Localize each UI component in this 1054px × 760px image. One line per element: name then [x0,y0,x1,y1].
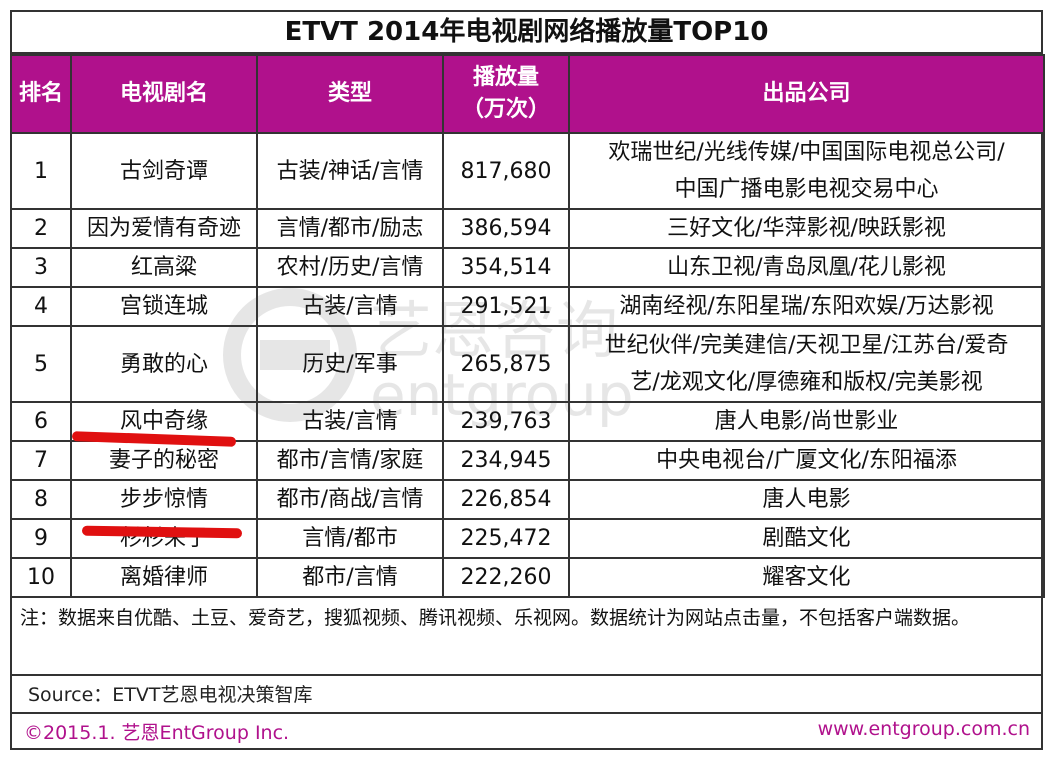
rank-cell: 8 [10,479,72,520]
table-row: 8 步步惊情 都市/商战/言情 226,854 唐人电影 [10,479,1045,520]
show-name-cell: 风中奇缘 [70,401,258,442]
genre-cell: 都市/言情 [256,557,444,598]
table-row: 5 勇敢的心 历史/军事 265,875 世纪伙伴/完美建信/天视卫星/江苏台/爱奇 艺/… [10,325,1045,403]
company-line: 唐人电影 [762,487,851,512]
table-row: 9 杉杉来了 言情/都市 225,472 剧酷文化 [10,518,1045,559]
company-line: 中央电视台/广厦文化/东阳福添 [656,448,957,473]
plays-cell: 354,514 [442,247,570,288]
header-type: 类型 [256,54,444,134]
show-name-cell: 妻子的秘密 [70,440,258,481]
plays-cell: 386,594 [442,208,570,249]
company-cell: 山东卫视/青岛凤凰/花儿影视 [568,247,1045,288]
company-line: 唐人电影/尚世影业 [714,409,899,434]
company-line: 世纪伙伴/完美建信/天视卫星/江苏台/爱奇 [604,333,1009,358]
company-line: 中国广播电影电视交易中心 [674,177,939,202]
genre-cell: 古装/言情 [256,401,444,442]
show-name-cell: 步步惊情 [70,479,258,520]
plays-cell: 239,763 [442,401,570,442]
show-name-cell: 勇敢的心 [70,325,258,403]
rank-cell: 1 [10,132,72,210]
company-line: 三好文化/华萍影视/映跃影视 [667,216,946,241]
plays-cell: 291,521 [442,286,570,327]
ranking-table: 排名 电视剧名 类型 播放量 （万次） 出品公司 1 古剑奇谭 古装/神话/言情 81… [10,54,1045,598]
rank-cell: 4 [10,286,72,327]
company-line: 山东卫视/青岛凤凰/花儿影视 [667,255,946,280]
genre-cell: 古装/言情 [256,286,444,327]
plays-cell: 226,854 [442,479,570,520]
website-link[interactable]: www.entgroup.com.cn [817,718,1030,740]
company-cell: 三好文化/华萍影视/映跃影视 [568,208,1045,249]
show-name-cell: 因为爱情有奇迹 [70,208,258,249]
genre-cell: 历史/军事 [256,325,444,403]
table-row: 4 宫锁连城 古装/言情 291,521 湖南经视/东阳星瑞/东阳欢娱/万达影视 [10,286,1045,327]
header-name: 电视剧名 [70,54,258,134]
genre-cell: 都市/言情/家庭 [256,440,444,481]
company-cell: 耀客文化 [568,557,1045,598]
genre-cell: 言情/都市/励志 [256,208,444,249]
table-row: 2 因为爱情有奇迹 言情/都市/励志 386,594 三好文化/华萍影视/映跃影视 [10,208,1045,249]
plays-cell: 234,945 [442,440,570,481]
rank-cell: 2 [10,208,72,249]
genre-cell: 都市/商战/言情 [256,479,444,520]
rank-cell: 7 [10,440,72,481]
header-plays: 播放量 （万次） [442,54,570,134]
company-line: 湖南经视/东阳星瑞/东阳欢娱/万达影视 [619,294,994,319]
company-cell: 世纪伙伴/完美建信/天视卫星/江苏台/爱奇 艺/龙观文化/厚德雍和版权/完美影视 [568,325,1045,403]
show-name-cell: 离婚律师 [70,557,258,598]
company-cell: 湖南经视/东阳星瑞/东阳欢娱/万达影视 [568,286,1045,327]
rank-cell: 10 [10,557,72,598]
source-line: Source：ETVT艺恩电视决策智库 [10,676,1043,714]
genre-cell: 古装/神话/言情 [256,132,444,210]
header-plays-line1: 播放量 [472,65,539,90]
rank-cell: 5 [10,325,72,403]
show-name-cell: 红高粱 [70,247,258,288]
company-cell: 中央电视台/广厦文化/东阳福添 [568,440,1045,481]
table-row: 10 离婚律师 都市/言情 222,260 耀客文化 [10,557,1045,598]
company-line: 耀客文化 [762,565,851,590]
company-line: 剧酷文化 [762,526,851,551]
genre-cell: 农村/历史/言情 [256,247,444,288]
company-cell: 剧酷文化 [568,518,1045,559]
plays-cell: 225,472 [442,518,570,559]
table-row: 3 红高粱 农村/历史/言情 354,514 山东卫视/青岛凤凰/花儿影视 [10,247,1045,288]
company-cell: 唐人电影/尚世影业 [568,401,1045,442]
show-name-cell: 古剑奇谭 [70,132,258,210]
rank-cell: 6 [10,401,72,442]
table-row: 6 风中奇缘 古装/言情 239,763 唐人电影/尚世影业 [10,401,1045,442]
rank-cell: 9 [10,518,72,559]
show-name-cell: 宫锁连城 [70,286,258,327]
header-rank: 排名 [10,54,72,134]
plays-cell: 265,875 [442,325,570,403]
header-plays-line2: （万次） [461,97,550,122]
rank-cell: 3 [10,247,72,288]
show-name-cell: 杉杉来了 [70,518,258,559]
table-row: 1 古剑奇谭 古装/神话/言情 817,680 欢瑞世纪/光线传媒/中国国际电视总公司/… [10,132,1045,210]
genre-cell: 言情/都市 [256,518,444,559]
company-line: 艺/龙观文化/厚德雍和版权/完美影视 [630,370,983,395]
data-note: 注：数据来自优酷、土豆、爱奇艺，搜狐视频、腾讯视频、乐视网。数据统计为网站点击量… [10,598,1043,676]
company-line: 欢瑞世纪/光线传媒/中国国际电视总公司/ [608,140,1005,165]
header-company: 出品公司 [568,54,1045,134]
table-header-row: 排名 电视剧名 类型 播放量 （万次） 出品公司 [10,54,1045,134]
company-cell: 唐人电影 [568,479,1045,520]
plays-cell: 817,680 [442,132,570,210]
table-row: 7 妻子的秘密 都市/言情/家庭 234,945 中央电视台/广厦文化/东阳福添 [10,440,1045,481]
copyright: ©2015.1. 艺恩EntGroup Inc. [24,722,290,744]
page-title: ETVT 2014年电视剧网络播放量TOP10 [10,10,1043,54]
plays-cell: 222,260 [442,557,570,598]
company-cell: 欢瑞世纪/光线传媒/中国国际电视总公司/中国广播电影电视交易中心 [568,132,1045,210]
